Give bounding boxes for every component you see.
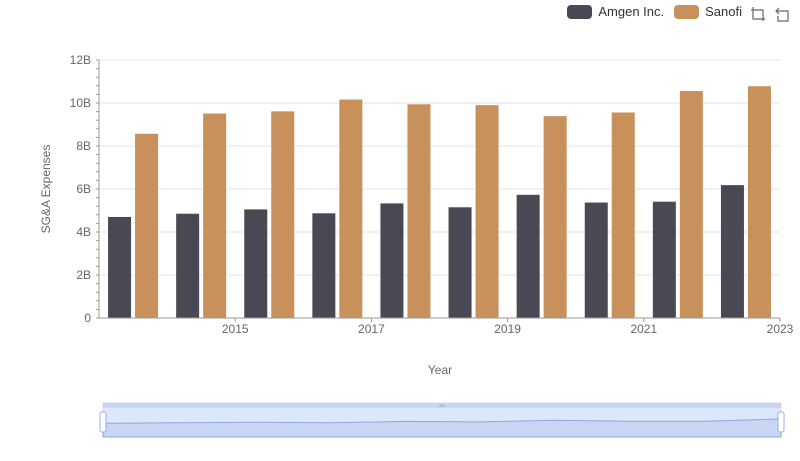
bar-amgen-2014[interactable] — [108, 216, 132, 318]
y-tick-label: 10B — [70, 96, 91, 110]
x-tick-label: 2021 — [630, 322, 657, 336]
legend: Amgen Inc. Sanofi — [567, 4, 742, 19]
legend-item-sanofi[interactable]: Sanofi — [674, 4, 742, 19]
bar-sanofi-2015[interactable] — [203, 113, 227, 318]
x-tick-labels: 2015 2017 2019 2021 2023 — [222, 322, 794, 336]
bar-sanofi-2019[interactable] — [475, 105, 499, 319]
bar-sanofi-2017[interactable] — [339, 99, 363, 318]
x-tick-label: 2023 — [767, 322, 794, 336]
legend-swatch-sanofi — [674, 4, 700, 19]
zoom-handle-right[interactable] — [777, 411, 785, 433]
legend-label-amgen: Amgen Inc. — [598, 4, 665, 19]
bar-amgen-2019[interactable] — [448, 207, 472, 318]
bar-amgen-2021[interactable] — [584, 202, 608, 318]
bar-amgen-2015[interactable] — [176, 213, 200, 318]
bar-sanofi-2023[interactable] — [747, 86, 771, 318]
zoom-handle-left[interactable] — [99, 411, 107, 433]
zoom-grip-icon[interactable] — [439, 404, 445, 407]
x-axis-title: Year — [428, 363, 452, 377]
bar-amgen-2023[interactable] — [720, 185, 744, 318]
restore-icon[interactable] — [774, 6, 790, 22]
y-grid — [99, 59, 780, 276]
x-tick-label: 2015 — [222, 322, 249, 336]
zoom-icon[interactable] — [750, 6, 766, 22]
legend-swatch-amgen — [567, 4, 593, 19]
x-tick-label: 2017 — [358, 322, 385, 336]
y-tick-label: 12B — [70, 53, 91, 67]
zoom-preview-line — [102, 418, 782, 438]
y-tick-labels: 0 2B 4B 6B 8B 10B 12B — [70, 53, 92, 325]
y-axis-title: SG&A Expenses — [39, 145, 53, 234]
y-tick-label: 0 — [84, 311, 91, 325]
axes — [96, 59, 781, 322]
bar-amgen-2018[interactable] — [380, 203, 404, 318]
bar-sanofi-2014[interactable] — [135, 133, 159, 318]
legend-label-sanofi: Sanofi — [705, 4, 742, 19]
data-zoom-slider[interactable] — [99, 402, 785, 438]
y-tick-label: 2B — [76, 268, 91, 282]
bar-sanofi-2016[interactable] — [271, 111, 295, 318]
bars — [108, 86, 771, 319]
bar-amgen-2016[interactable] — [244, 209, 268, 318]
bar-sanofi-2020[interactable] — [543, 116, 567, 319]
bar-amgen-2020[interactable] — [516, 194, 540, 318]
y-tick-label: 6B — [76, 182, 91, 196]
y-tick-label: 4B — [76, 225, 91, 239]
bar-sanofi-2018[interactable] — [407, 104, 431, 318]
toolbox — [750, 6, 790, 22]
bar-amgen-2022[interactable] — [652, 201, 676, 318]
y-tick-label: 8B — [76, 139, 91, 153]
bar-sanofi-2021[interactable] — [611, 112, 635, 319]
legend-item-amgen[interactable]: Amgen Inc. — [567, 4, 664, 19]
x-tick-label: 2019 — [494, 322, 521, 336]
bar-sanofi-2022[interactable] — [679, 90, 703, 319]
bar-amgen-2017[interactable] — [312, 213, 336, 318]
